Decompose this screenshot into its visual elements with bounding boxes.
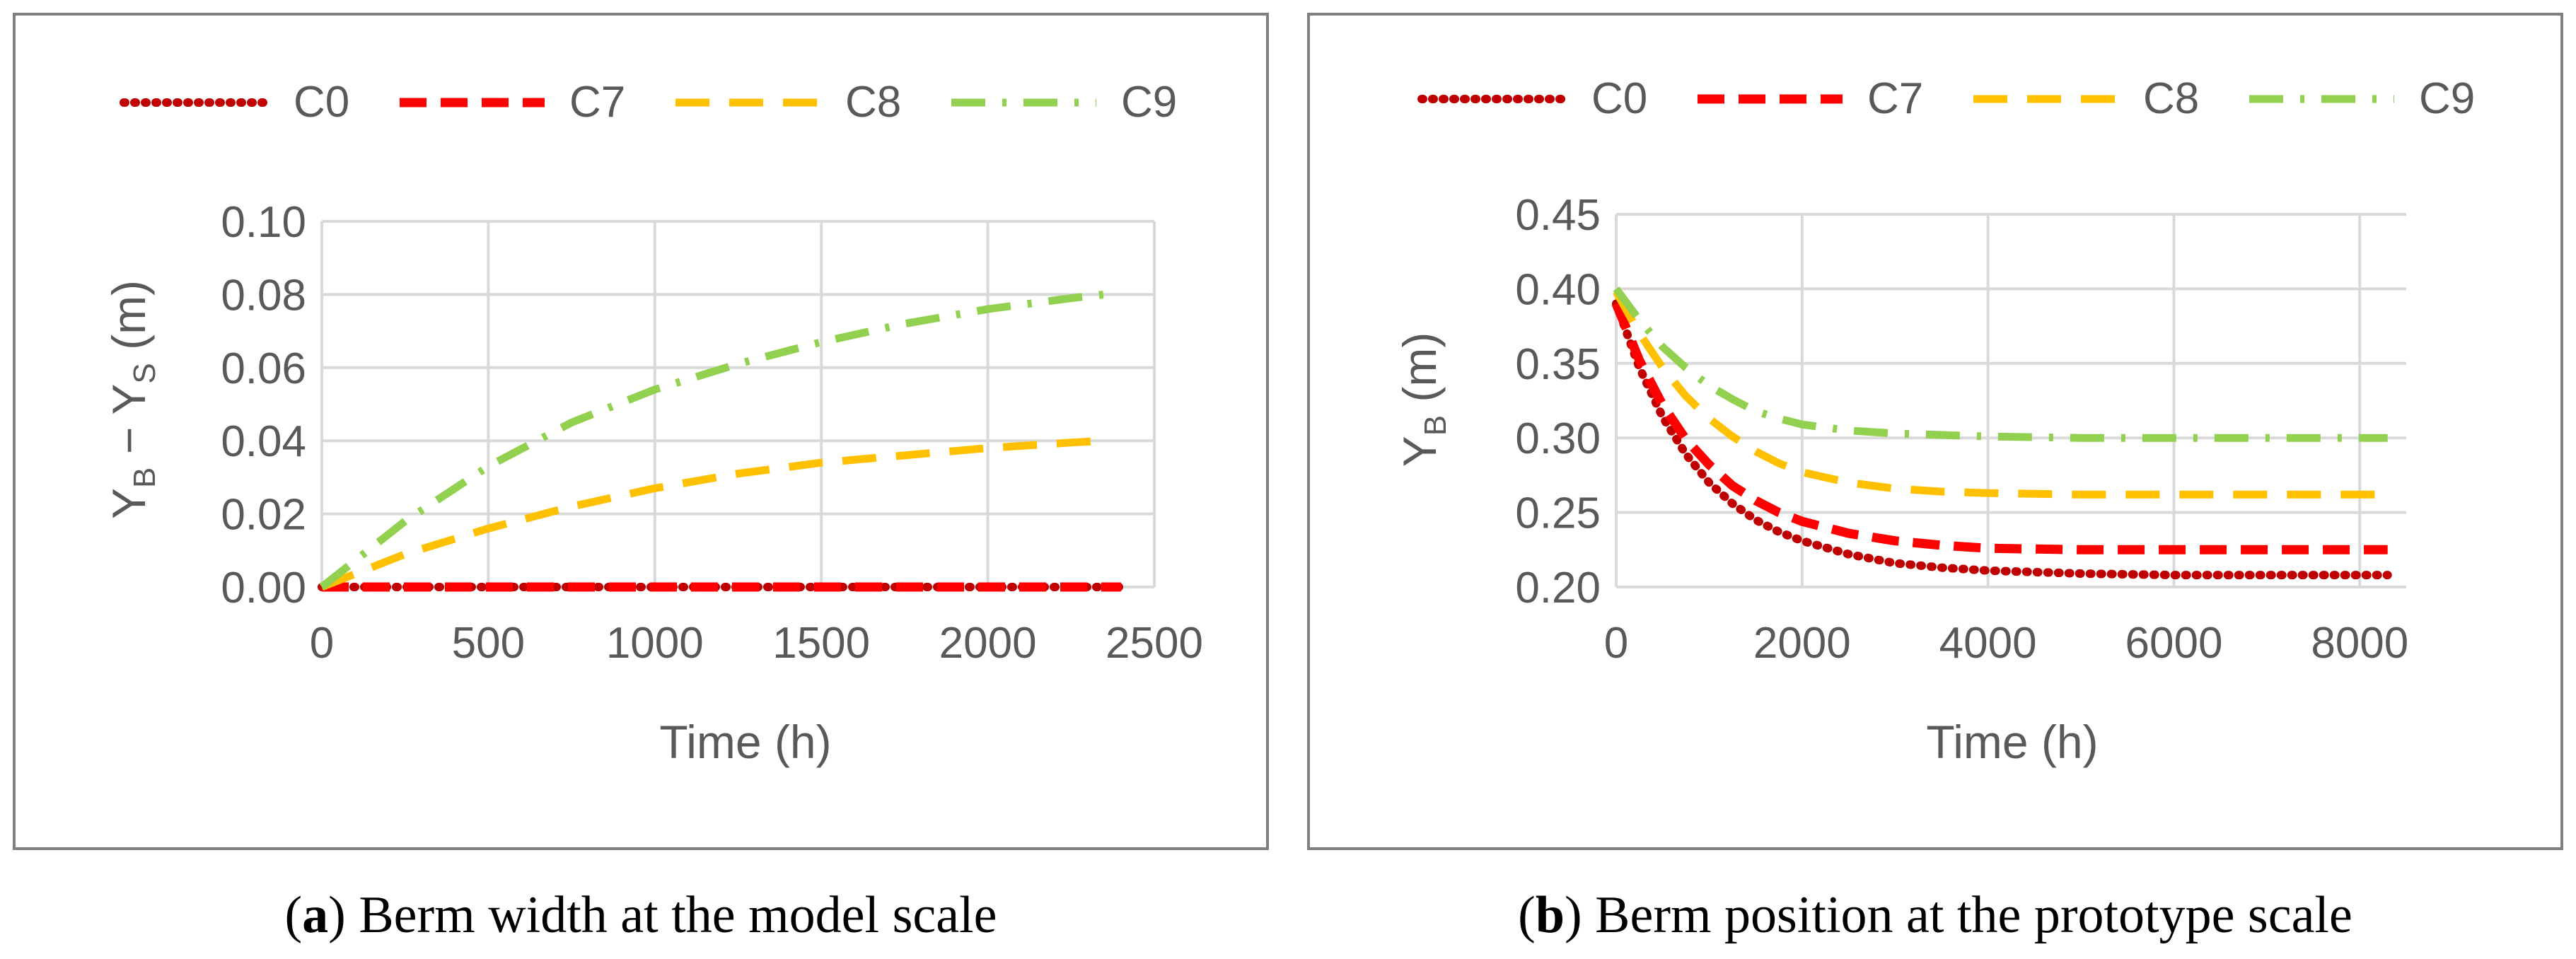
x-tick-label: 0	[310, 619, 334, 668]
caption-letter: b	[1536, 886, 1565, 944]
legend-label-C9: C9	[2419, 74, 2475, 123]
legend-label-C9: C9	[1121, 78, 1177, 127]
series-line-C9	[319, 290, 1106, 591]
panel-a: C0 C7 C8 C9 0.00 0.02 0.04 0.06 0.08 0.10 0 50…	[13, 13, 1269, 944]
x-tick-label: 500	[452, 619, 525, 668]
y-tick-label: 0.25	[1515, 489, 1601, 538]
panel-b-caption: (b) Berm position at the prototype scale	[1518, 886, 2352, 944]
panel-a-legend: C0 C7 C8 C9	[120, 78, 1177, 127]
ylabel-mid: − Y	[103, 384, 155, 467]
legend-label-C8: C8	[2143, 74, 2199, 123]
ylabel-main: Y	[1393, 436, 1446, 467]
panel-a-series	[318, 290, 1125, 592]
series-line-C9	[1613, 286, 2388, 442]
series-line-C8	[320, 436, 1105, 591]
ylabel-sub-b: B	[1418, 415, 1453, 436]
panel-a-x-tick-labels: 0 500 1000 1500 2000 2500	[310, 619, 1203, 668]
caption-paren: )	[1565, 886, 1582, 944]
legend-label-C7: C7	[569, 78, 625, 127]
panel-b-x-axis-label: Time (h)	[1926, 716, 2098, 768]
caption-text: Berm position at the prototype scale	[1582, 886, 2352, 944]
legend-label-C0: C0	[294, 78, 349, 127]
caption-text: Berm width at the model scale	[346, 886, 997, 944]
x-tick-label: 2500	[1106, 619, 1203, 668]
y-tick-label: 0.00	[221, 564, 306, 612]
y-tick-label: 0.45	[1515, 191, 1601, 240]
x-tick-label: 4000	[1939, 619, 2037, 668]
x-tick-label: 8000	[2311, 619, 2408, 668]
panel-a-gridlines	[320, 220, 1156, 588]
y-tick-label: 0.04	[221, 417, 306, 466]
panel-a-y-axis-label: YB − YS (m)	[103, 280, 162, 519]
y-tick-label: 0.08	[221, 271, 306, 320]
y-tick-label: 0.30	[1515, 414, 1601, 463]
x-tick-label: 1000	[606, 619, 704, 668]
y-tick-label: 0.06	[221, 344, 306, 393]
y-tick-label: 0.35	[1515, 340, 1601, 389]
caption-paren: (	[285, 886, 303, 944]
caption-paren: )	[328, 886, 346, 944]
y-tick-label: 0.02	[221, 491, 306, 540]
panel-a-frame	[13, 13, 1269, 850]
panel-a-x-axis-label: Time (h)	[659, 716, 831, 768]
ylabel-main: Y	[103, 488, 155, 519]
series-line-C7	[1611, 302, 2388, 554]
series-line-C0	[1612, 299, 2392, 580]
panel-a-caption: (a) Berm width at the model scale	[285, 886, 997, 944]
panel-b-frame	[1307, 13, 2563, 850]
ylabel-sub-s: S	[127, 363, 162, 383]
panel-b: C0 C7 C8 C9 0.20 0.25 0.30 0.35 0.40 0.45 0 20…	[1307, 13, 2563, 944]
y-tick-label: 0.20	[1515, 564, 1601, 612]
x-tick-label: 6000	[2125, 619, 2223, 668]
x-tick-label: 2000	[1753, 619, 1851, 668]
legend-label-C8: C8	[845, 78, 901, 127]
legend-label-C0: C0	[1591, 74, 1647, 123]
panel-b-y-tick-labels: 0.20 0.25 0.30 0.35 0.40 0.45	[1515, 191, 1601, 612]
x-tick-label: 0	[1604, 619, 1628, 668]
ylabel-sub-b: B	[127, 467, 162, 488]
x-tick-label: 1500	[772, 619, 870, 668]
x-tick-label: 2000	[939, 619, 1037, 668]
panel-b-y-axis-label: YB (m)	[1393, 332, 1453, 467]
legend-label-C7: C7	[1867, 74, 1923, 123]
caption-letter: a	[302, 886, 328, 944]
panel-b-legend: C0 C7 C8 C9	[1417, 74, 2475, 123]
panel-b-x-tick-labels: 0 2000 4000 6000 8000	[1604, 619, 2409, 668]
panel-b-series	[1611, 286, 2392, 580]
y-tick-label: 0.40	[1515, 265, 1601, 314]
series-line-C8	[1613, 289, 2388, 499]
ylabel-unit: (m)	[1393, 332, 1446, 415]
panel-a-y-tick-labels: 0.00 0.02 0.04 0.06 0.08 0.10	[221, 198, 306, 612]
y-tick-label: 0.10	[221, 198, 306, 247]
ylabel-unit: (m)	[103, 280, 155, 363]
caption-paren: (	[1518, 886, 1536, 944]
